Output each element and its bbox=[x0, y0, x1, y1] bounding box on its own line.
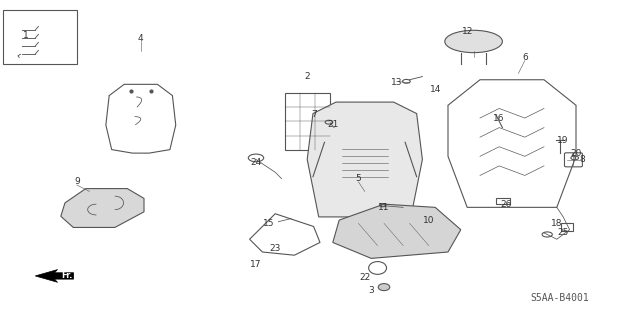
Text: 26: 26 bbox=[500, 200, 511, 209]
Polygon shape bbox=[61, 189, 144, 227]
Text: 8: 8 bbox=[580, 155, 585, 164]
Text: 12: 12 bbox=[461, 27, 473, 36]
Text: Fr.: Fr. bbox=[61, 271, 73, 280]
Bar bbox=[3, 10, 77, 64]
Text: 7: 7 bbox=[311, 110, 316, 119]
Text: 22: 22 bbox=[359, 273, 371, 282]
Text: 14: 14 bbox=[429, 85, 441, 94]
Text: 2: 2 bbox=[305, 72, 310, 81]
Text: 19: 19 bbox=[557, 136, 569, 145]
Text: 16: 16 bbox=[493, 114, 505, 122]
Ellipse shape bbox=[445, 30, 502, 53]
Text: 15: 15 bbox=[263, 219, 275, 228]
Text: 6: 6 bbox=[522, 53, 527, 62]
Text: 5: 5 bbox=[356, 174, 361, 183]
Text: 13: 13 bbox=[391, 78, 403, 87]
Text: 17: 17 bbox=[250, 260, 262, 269]
Text: 9: 9 bbox=[74, 177, 79, 186]
Bar bbox=[561, 223, 573, 231]
Bar bbox=[496, 198, 510, 204]
Text: 25: 25 bbox=[557, 228, 569, 237]
Ellipse shape bbox=[378, 284, 390, 291]
Text: 24: 24 bbox=[250, 158, 262, 167]
Polygon shape bbox=[35, 270, 74, 282]
Text: 21: 21 bbox=[327, 120, 339, 129]
Text: 3: 3 bbox=[369, 286, 374, 295]
Text: S5AA-B4001: S5AA-B4001 bbox=[530, 293, 589, 303]
Text: 11: 11 bbox=[378, 203, 390, 212]
Text: 1: 1 bbox=[23, 31, 28, 40]
Text: 4: 4 bbox=[138, 34, 143, 43]
Polygon shape bbox=[333, 204, 461, 258]
Text: 23: 23 bbox=[269, 244, 281, 253]
Polygon shape bbox=[307, 102, 422, 217]
Text: 10: 10 bbox=[423, 216, 435, 225]
Text: 20: 20 bbox=[570, 149, 582, 158]
Text: 18: 18 bbox=[551, 219, 563, 228]
